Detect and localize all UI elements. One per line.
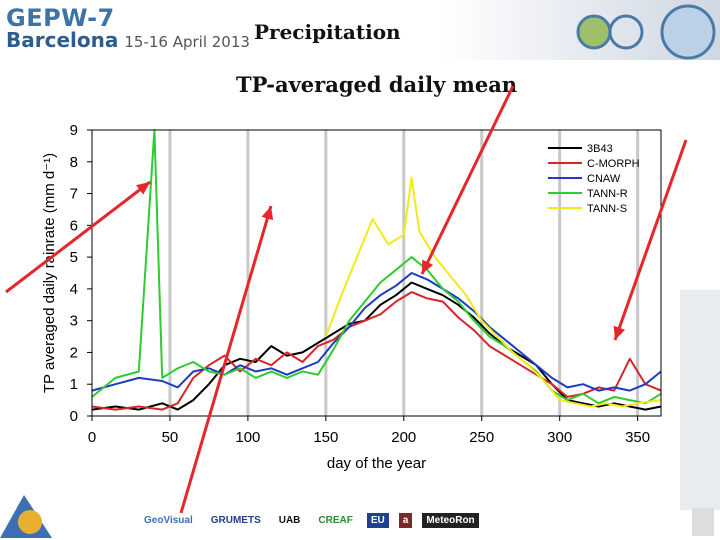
slide-subtitle: TP-averaged daily mean — [236, 72, 518, 97]
chart-series — [91, 129, 662, 411]
y-tick-label: 7 — [70, 186, 78, 203]
y-tick-label: 3 — [70, 313, 78, 330]
conference-city: Barcelona — [6, 28, 119, 52]
arrow — [179, 205, 273, 514]
y-tick-label: 4 — [70, 281, 78, 298]
conference-dates: 15-16 April 2013 — [124, 33, 250, 51]
arrowhead — [422, 259, 434, 274]
legend-label: 3B43 — [587, 143, 613, 155]
series-line — [324, 176, 662, 408]
header-rings-icon — [576, 4, 716, 60]
legend-label: CNAW — [587, 173, 621, 185]
arrow — [420, 85, 515, 275]
x-tick-label: 150 — [313, 429, 338, 446]
y-axis-label: TP averaged daily rainrate (mm d⁻¹) — [41, 153, 58, 393]
plot-frame — [91, 129, 662, 417]
annotation-arrows — [5, 85, 688, 514]
y-tick-label: 2 — [70, 344, 78, 361]
footer-logo: EU — [366, 513, 389, 528]
y-tick-label: 6 — [70, 217, 78, 234]
y-tick-label: 1 — [70, 376, 78, 393]
y-tick-label: 8 — [70, 154, 78, 171]
footer-logo: UAB — [278, 515, 301, 526]
chart-grid — [168, 130, 640, 416]
footer-logo: CREAF — [318, 515, 353, 526]
crest-icon — [692, 508, 714, 536]
bottom-left-logo — [0, 495, 52, 538]
arrow — [5, 180, 151, 294]
conference-logo: GEPW-7 Barcelona 15-16 April 2013 — [6, 4, 250, 52]
y-tick-label: 5 — [70, 249, 78, 266]
footer-logo: GeoVisual — [144, 515, 193, 526]
slide-title: Precipitation — [254, 20, 401, 44]
arrow — [613, 139, 688, 341]
series-line — [91, 281, 662, 411]
footer-logo: MeteoRon — [422, 513, 479, 528]
arrowhead — [136, 182, 150, 195]
series-line — [91, 291, 662, 411]
y-tick-label: 9 — [70, 122, 78, 139]
chart-legend: 3B43 C-MORPH CNAW TANN-R TANN-S — [548, 143, 640, 215]
x-tick-label: 350 — [625, 429, 650, 446]
x-tick-label: 300 — [547, 429, 572, 446]
x-tick-label: 0 — [88, 429, 96, 446]
legend-label: TANN-R — [587, 188, 628, 200]
y-tick-label: 0 — [70, 408, 78, 425]
x-tick-label: 100 — [235, 429, 260, 446]
side-photo — [680, 290, 720, 510]
legend-label: C-MORPH — [587, 158, 640, 170]
x-tick-label: 50 — [162, 429, 179, 446]
x-tick-label: 250 — [469, 429, 494, 446]
arrowhead — [261, 206, 274, 221]
arrowhead — [613, 325, 626, 340]
footer-logo: a — [398, 513, 413, 528]
footer-logos: GeoVisual GRUMETS UAB CREAF EU a MeteoRo… — [140, 513, 479, 528]
x-axis-label: day of the year — [327, 455, 426, 472]
x-tick-label: 200 — [391, 429, 416, 446]
chart-ticks: 0 50 100 150 200 250 300 350 0 1 2 3 4 5 6 7 8 9 — [70, 122, 650, 446]
conference-name: GEPW-7 — [6, 4, 115, 32]
footer-logo: GRUMETS — [210, 515, 261, 526]
legend-label: TANN-S — [587, 203, 627, 215]
series-line — [91, 272, 662, 392]
series-line — [91, 129, 662, 405]
